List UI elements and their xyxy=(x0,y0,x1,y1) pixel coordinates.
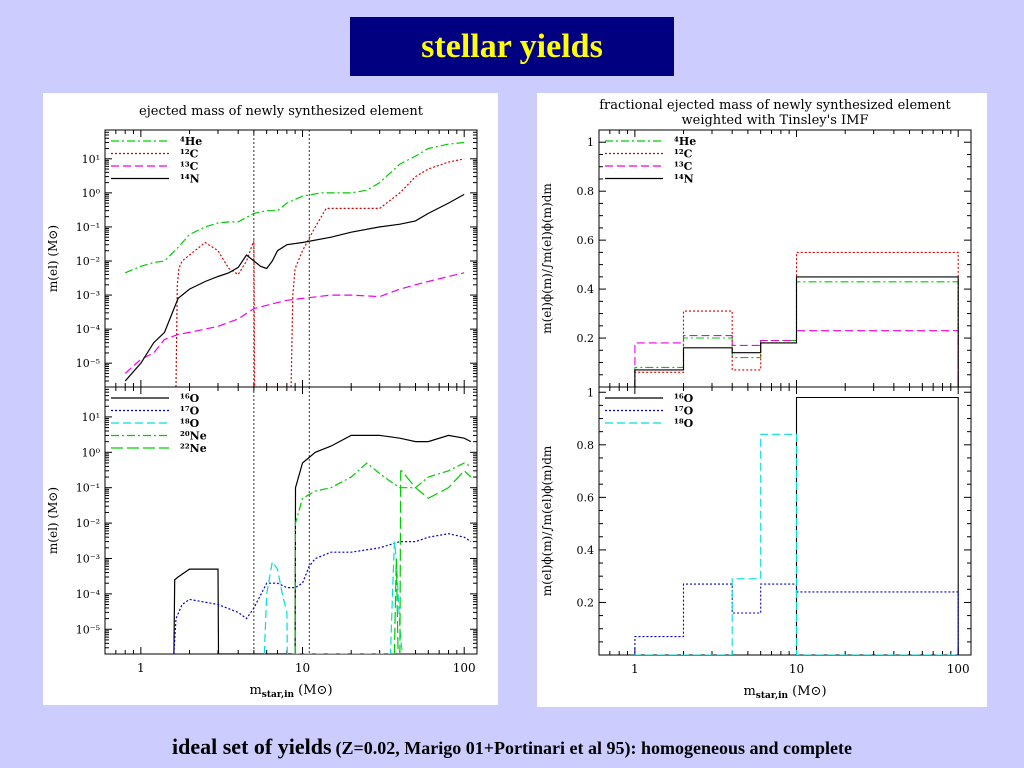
plot-area-right-top xyxy=(634,251,959,387)
legend-label: ²²Ne xyxy=(180,442,207,455)
y-tick-label: 10⁻⁵ xyxy=(76,623,100,636)
plot-frame xyxy=(598,129,972,388)
chart-title: fractional ejected mass of newly synthes… xyxy=(599,98,951,113)
series-histogram xyxy=(634,281,959,387)
x-tick-label: 1 xyxy=(631,662,639,676)
footer-detail: (Z=0.02, Marigo 01+Portinari et al 95): … xyxy=(335,738,852,758)
legend-label: ¹⁸O xyxy=(674,417,694,430)
x-tick-label: 100 xyxy=(947,662,970,676)
series-histogram xyxy=(634,251,959,387)
plot-frame xyxy=(104,129,478,388)
series-line xyxy=(175,158,465,387)
legend-label: ⁴He xyxy=(180,135,202,148)
legend-label: ¹⁴N xyxy=(674,173,694,186)
legend-label: ¹⁷O xyxy=(674,405,694,418)
plot-frame xyxy=(104,386,478,655)
series-histogram xyxy=(634,330,959,387)
left-chart-panel: 10¹ 10⁰ 10⁻¹ 10⁻² 10⁻³ 10⁻⁴ 10⁻⁵ ⁴He ¹²C ¹³C ¹⁴N m(… xyxy=(43,93,498,705)
legend-label: ¹⁶O xyxy=(674,392,694,405)
slide-title-box: stellar yields xyxy=(350,17,674,76)
y-tick-label: 0.2 xyxy=(577,332,595,345)
legend-label: ¹⁷O xyxy=(180,405,200,418)
legend-label: ¹⁴N xyxy=(180,173,200,186)
series-histogram xyxy=(634,583,959,655)
y-tick-label: 10⁻² xyxy=(76,255,100,268)
x-axis-label: mstar,in (M⊙) xyxy=(743,684,826,701)
series-line xyxy=(124,193,465,382)
legend-label: ¹³C xyxy=(180,160,199,173)
plot-area-left-bottom xyxy=(173,387,472,654)
y-axis-label: m(el) (M⊙) xyxy=(46,487,60,554)
y-tick-label: 1 xyxy=(587,136,594,149)
series-line xyxy=(173,434,472,654)
x-tick-label: 100 xyxy=(453,661,476,675)
series-histogram xyxy=(634,396,959,655)
x-tick-label: 10 xyxy=(789,662,804,676)
series-line xyxy=(294,462,472,654)
y-tick-label: 10⁻⁵ xyxy=(76,357,100,370)
y-tick-label: 10⁻³ xyxy=(76,552,100,565)
series-histogram xyxy=(634,276,959,387)
chart-subtitle: weighted with Tinsley's IMF xyxy=(682,113,869,128)
y-tick-label: 0.6 xyxy=(577,491,595,504)
y-tick-label: 1 xyxy=(587,386,594,399)
footer-main: ideal set of yields xyxy=(172,734,332,759)
y-tick-label: 10⁻⁴ xyxy=(76,323,101,336)
series-line xyxy=(392,469,472,654)
y-tick-label: 10¹ xyxy=(82,153,100,166)
slide-title: stellar yields xyxy=(421,27,603,65)
series-line xyxy=(173,533,472,654)
chart-title: ejected mass of newly synthesized elemen… xyxy=(139,104,424,119)
y-tick-label: 10⁻¹ xyxy=(76,221,100,234)
y-tick-label: 10⁰ xyxy=(82,446,101,459)
y-tick-label: 10⁻¹ xyxy=(76,482,100,495)
legend-label: ¹²C xyxy=(180,148,199,161)
y-tick-label: 0.8 xyxy=(577,439,595,452)
plot-area-right-bottom xyxy=(634,396,959,655)
y-axis-label: m(el) (M⊙) xyxy=(46,225,60,292)
footer-caption: ideal set of yields (Z=0.02, Marigo 01+P… xyxy=(0,734,1024,760)
legend-label: ¹⁶O xyxy=(180,392,200,405)
y-tick-label: 0.8 xyxy=(577,185,595,198)
y-tick-label: 10⁻³ xyxy=(76,289,100,302)
legend-label: ²⁰Ne xyxy=(180,430,207,443)
y-tick-label: 0.6 xyxy=(577,234,595,247)
plot-frame xyxy=(598,386,972,656)
y-tick-label: 0.4 xyxy=(577,544,595,557)
legend-label: ¹⁸O xyxy=(180,417,200,430)
plot-area-left-top xyxy=(124,130,465,387)
y-tick-label: 0.2 xyxy=(577,596,595,609)
series-histogram xyxy=(634,433,959,655)
legend-label: ⁴He xyxy=(674,135,696,148)
y-tick-label: 10⁰ xyxy=(82,187,101,200)
series-line xyxy=(263,541,404,654)
y-tick-label: 10⁻² xyxy=(76,517,100,530)
series-line xyxy=(124,141,465,274)
series-line xyxy=(124,272,465,374)
right-chart-panel: 0.2 0.4 0.6 0.8 1 ⁴He ¹²C ¹³C ¹⁴N m(el)ϕ(m)/∫m(el… xyxy=(537,93,987,707)
x-tick-label: 1 xyxy=(137,661,145,675)
x-tick-label: 10 xyxy=(295,661,310,675)
y-tick-label: 10¹ xyxy=(82,411,100,424)
y-axis-label: m(el)ϕ(m)/∫m(el)ϕ(m)dm xyxy=(540,183,554,334)
legend-label: ¹²C xyxy=(674,148,693,161)
y-tick-label: 0.4 xyxy=(577,283,595,296)
legend-label: ¹³C xyxy=(674,160,693,173)
y-tick-label: 10⁻⁴ xyxy=(76,588,101,601)
x-axis-label: mstar,in (M⊙) xyxy=(249,683,332,700)
y-axis-label: m(el)ϕ(m)/∫m(el)ϕ(m)dm xyxy=(540,445,554,596)
